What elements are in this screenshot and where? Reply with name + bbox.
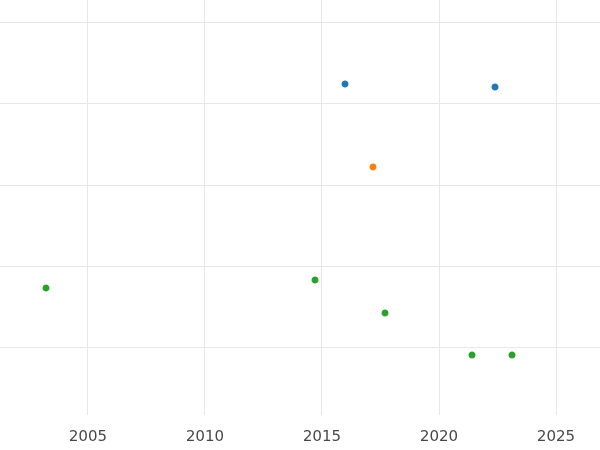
data-point-series-green	[508, 351, 516, 359]
y-gridline	[0, 265, 600, 267]
data-point-series-blue	[491, 83, 499, 91]
y-gridline	[0, 347, 600, 349]
y-gridline	[0, 184, 600, 186]
data-point-series-green	[311, 276, 319, 284]
x-gridline	[321, 0, 323, 415]
x-tick-label: 2005	[68, 427, 108, 445]
x-tick-label: 2015	[302, 427, 342, 445]
x-tick-label: 2025	[536, 427, 576, 445]
x-gridline	[204, 0, 206, 415]
x-tick-label: 2010	[185, 427, 225, 445]
data-point-series-green	[42, 284, 50, 292]
x-tick-label: 2020	[419, 427, 459, 445]
data-point-series-green	[381, 309, 389, 317]
x-gridline	[87, 0, 89, 415]
x-gridline	[438, 0, 440, 415]
data-point-series-orange	[369, 163, 377, 171]
data-point-series-green	[468, 351, 476, 359]
y-gridline	[0, 103, 600, 105]
y-gridline	[0, 22, 600, 24]
x-gridline	[555, 0, 557, 415]
data-point-series-blue	[341, 80, 349, 88]
